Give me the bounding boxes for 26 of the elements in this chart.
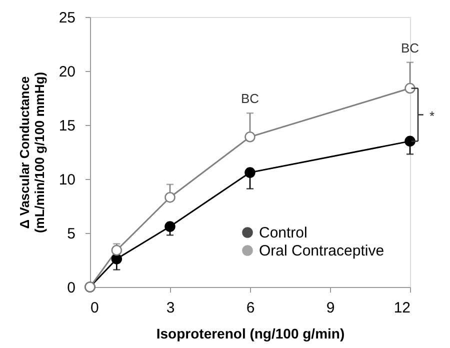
x-axis-title: Isoproterenol (ng/100 g/min) (156, 326, 345, 342)
point (404, 136, 416, 147)
x-tick-label: 12 (394, 300, 410, 316)
point (244, 131, 256, 142)
point (164, 192, 176, 203)
y-tick-label: 5 (67, 226, 76, 242)
point (244, 167, 256, 178)
y-tick-label: 10 (58, 172, 76, 188)
y-tick-label: 25 (58, 10, 76, 26)
y-tick-label: 0 (67, 280, 76, 296)
annotation: BC (400, 40, 420, 56)
point (111, 254, 122, 264)
legend-label: Oral Contraceptive (259, 242, 384, 260)
x-tick-label: 9 (326, 300, 335, 316)
y-tick-label: 15 (58, 118, 76, 134)
annotation: BC (240, 91, 260, 106)
point (404, 82, 416, 94)
y-axis-title: Δ Vascular Conductance (mL/min/100 g/100 mmHg) (16, 72, 47, 234)
x-tick-label: 6 (246, 300, 255, 316)
x-tick-label: 3 (166, 300, 175, 316)
point (164, 221, 176, 232)
legend-label: Control (259, 224, 308, 242)
text: * (429, 108, 435, 124)
point (111, 244, 122, 256)
y-tick-label: 20 (58, 64, 76, 80)
x-tick-label: 0 (90, 300, 99, 316)
